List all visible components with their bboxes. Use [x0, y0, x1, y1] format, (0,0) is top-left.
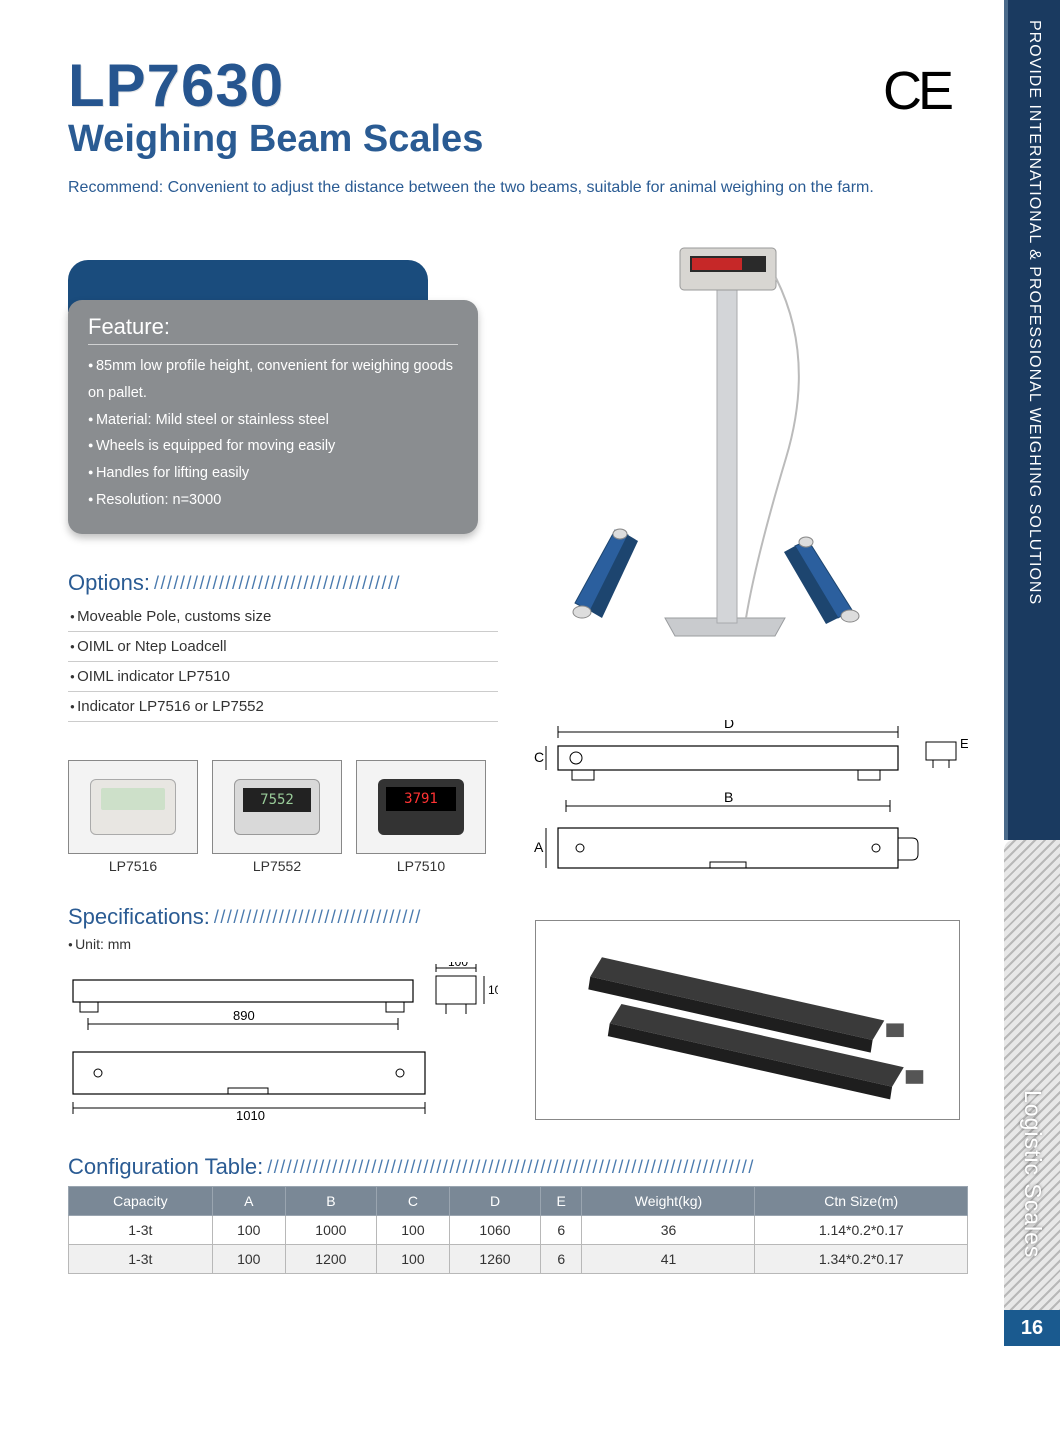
feature-item: Resolution: n=3000	[88, 487, 458, 514]
spec-dimension-diagram: 890 100 100 1010	[68, 962, 498, 1122]
feature-item: Wheels is equipped for moving easily	[88, 433, 458, 460]
table-cell: 100	[376, 1245, 449, 1274]
sidebar-category: Logistic Scales	[1019, 1090, 1046, 1258]
svg-text:C: C	[534, 749, 544, 765]
recommend-text: Recommend: Convenient to adjust the dist…	[68, 179, 950, 197]
feature-section: Feature: 85mm low profile height, conven…	[68, 260, 478, 534]
spec-title: Specifications:	[68, 904, 210, 930]
heading-slashes: //////////////////////////////////////	[154, 573, 401, 594]
table-header: A	[212, 1187, 285, 1216]
table-row: 1-3t 100 1000 100 1060 6 36 1.14*0.2*0.1…	[69, 1216, 968, 1245]
option-item: Moveable Pole, customs size	[68, 602, 498, 632]
table-cell: 36	[582, 1216, 755, 1245]
table-cell: 1000	[285, 1216, 376, 1245]
svg-text:A: A	[534, 839, 544, 855]
svg-text:D: D	[724, 720, 734, 731]
svg-text:E: E	[960, 736, 968, 751]
config-table: Capacity A B C D E Weight(kg) Ctn Size(m…	[68, 1186, 968, 1274]
beam-photo	[535, 920, 960, 1120]
indicator-image	[68, 760, 198, 854]
table-cell: 1200	[285, 1245, 376, 1274]
svg-text:100: 100	[488, 983, 498, 997]
feature-item: Material: Mild steel or stainless steel	[88, 407, 458, 434]
page-number: 16	[1004, 1310, 1060, 1346]
svg-text:1010: 1010	[236, 1108, 265, 1122]
product-image	[520, 238, 950, 678]
table-cell: 1.14*0.2*0.17	[755, 1216, 968, 1245]
feature-item: Handles for lifting easily	[88, 460, 458, 487]
feature-item: 85mm low profile height, convenient for …	[88, 353, 458, 407]
sidebar-tagline: PROVIDE INTERNATIONAL & PROFESSIONAL WEI…	[1025, 20, 1043, 605]
table-header: Ctn Size(m)	[755, 1187, 968, 1216]
config-title: Configuration Table:	[68, 1154, 263, 1180]
table-cell: 100	[212, 1216, 285, 1245]
indicator-label: LP7516	[68, 858, 198, 874]
indicator-label: LP7552	[212, 858, 342, 874]
option-item: OIML or Ntep Loadcell	[68, 632, 498, 662]
options-list: Moveable Pole, customs size OIML or Ntep…	[68, 602, 498, 722]
heading-slashes: ////////////////////////////////	[214, 907, 422, 928]
option-item: OIML indicator LP7510	[68, 662, 498, 692]
indicator-image	[356, 760, 486, 854]
table-cell: 100	[212, 1245, 285, 1274]
indicator-thumb: LP7516	[68, 760, 198, 874]
svg-text:100: 100	[448, 962, 468, 969]
sidebar: PROVIDE INTERNATIONAL & PROFESSIONAL WEI…	[985, 0, 1060, 1438]
config-section: Configuration Table: ///////////////////…	[68, 1154, 968, 1274]
feature-title: Feature:	[88, 314, 458, 345]
product-title: Weighing Beam Scales	[68, 118, 950, 161]
dimension-diagram-right: D C E B A	[528, 720, 968, 895]
heading-slashes: ////////////////////////////////////////…	[267, 1157, 968, 1178]
spec-heading: Specifications: ////////////////////////…	[68, 904, 498, 930]
table-cell: 100	[376, 1216, 449, 1245]
table-cell: 1060	[450, 1216, 541, 1245]
options-heading: Options: ///////////////////////////////…	[68, 570, 498, 596]
indicator-thumb: LP7510	[356, 760, 486, 874]
model-number: LP7630	[68, 56, 950, 116]
table-header-row: Capacity A B C D E Weight(kg) Ctn Size(m…	[69, 1187, 968, 1216]
options-title: Options:	[68, 570, 150, 596]
table-cell: 1-3t	[69, 1245, 213, 1274]
indicator-label: LP7510	[356, 858, 486, 874]
page-header: LP7630 Weighing Beam Scales Recommend: C…	[68, 56, 950, 197]
feature-list: 85mm low profile height, convenient for …	[88, 353, 458, 514]
ce-mark: CE	[883, 60, 950, 122]
option-item: Indicator LP7516 or LP7552	[68, 692, 498, 722]
table-header: Capacity	[69, 1187, 213, 1216]
indicator-thumbnails: LP7516 LP7552 LP7510	[68, 760, 486, 874]
sidebar-top-panel: PROVIDE INTERNATIONAL & PROFESSIONAL WEI…	[1004, 0, 1060, 840]
table-cell: 1-3t	[69, 1216, 213, 1245]
config-heading: Configuration Table: ///////////////////…	[68, 1154, 968, 1180]
table-header: D	[450, 1187, 541, 1216]
table-cell: 1260	[450, 1245, 541, 1274]
indicator-image	[212, 760, 342, 854]
table-row: 1-3t 100 1200 100 1260 6 41 1.34*0.2*0.1…	[69, 1245, 968, 1274]
specifications-section: Specifications: ////////////////////////…	[68, 904, 498, 1127]
svg-text:890: 890	[233, 1008, 255, 1023]
table-header: Weight(kg)	[582, 1187, 755, 1216]
table-header: E	[540, 1187, 582, 1216]
table-cell: 6	[540, 1216, 582, 1245]
indicator-thumb: LP7552	[212, 760, 342, 874]
feature-box: Feature: 85mm low profile height, conven…	[68, 300, 478, 534]
unit-note: Unit: mm	[68, 936, 498, 952]
svg-text:B: B	[724, 789, 733, 805]
table-cell: 1.34*0.2*0.17	[755, 1245, 968, 1274]
table-header: C	[376, 1187, 449, 1216]
table-cell: 41	[582, 1245, 755, 1274]
table-cell: 6	[540, 1245, 582, 1274]
options-section: Options: ///////////////////////////////…	[68, 570, 498, 722]
table-header: B	[285, 1187, 376, 1216]
